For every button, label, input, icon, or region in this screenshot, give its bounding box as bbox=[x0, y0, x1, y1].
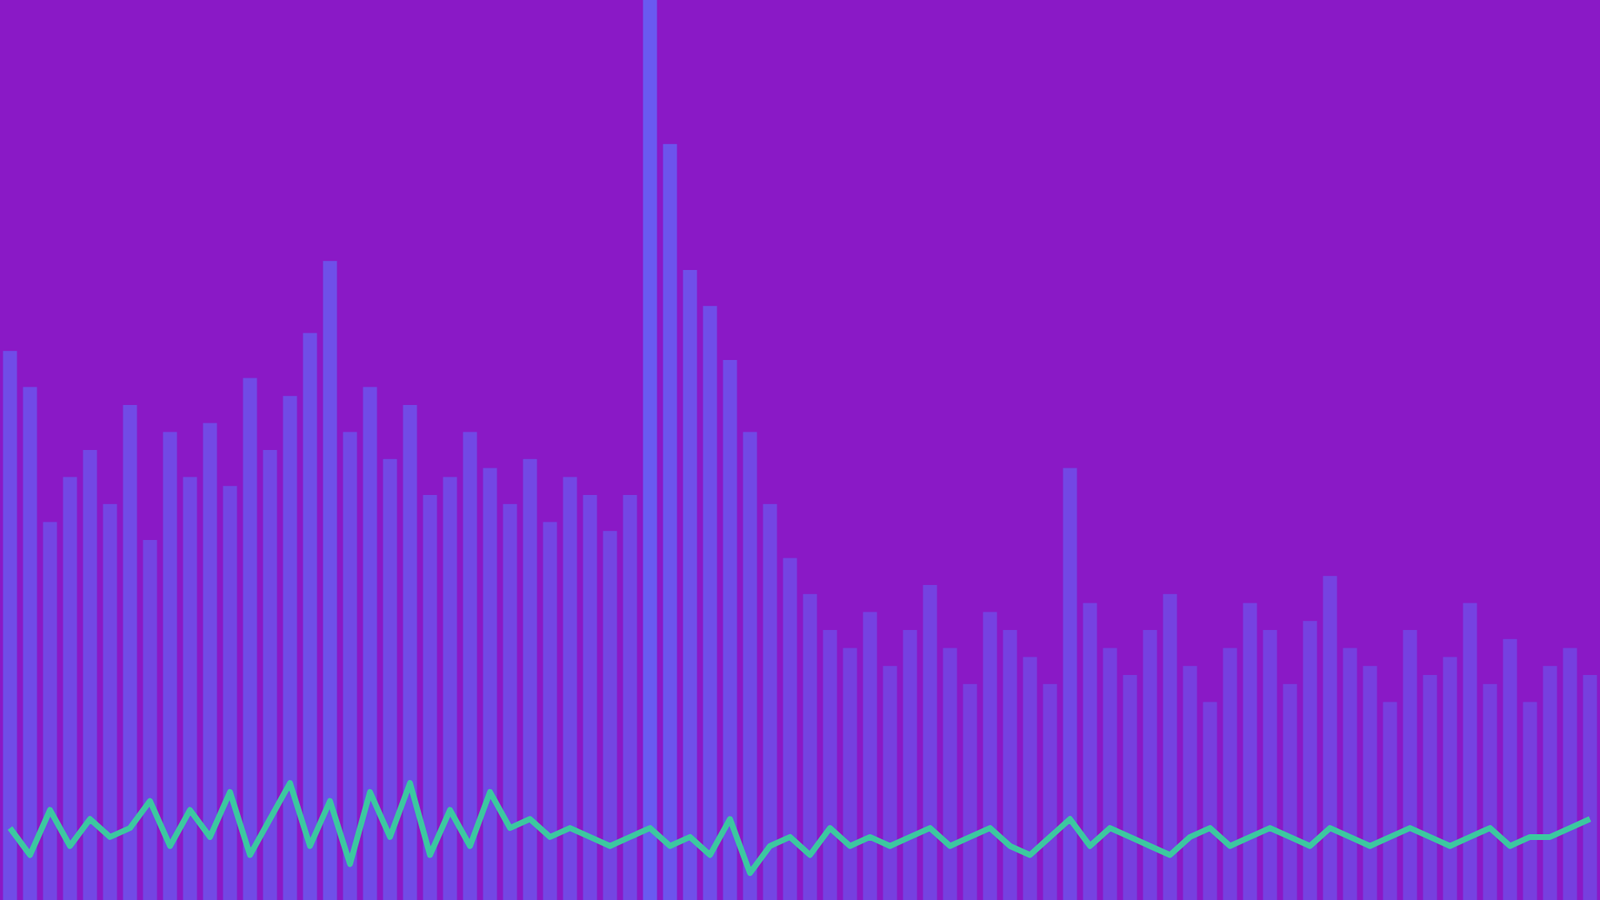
bar bbox=[703, 305, 718, 900]
bar bbox=[1463, 603, 1478, 900]
bar bbox=[1383, 701, 1398, 900]
bar bbox=[1123, 675, 1138, 900]
bar bbox=[503, 504, 518, 900]
bar bbox=[1083, 603, 1098, 900]
bar bbox=[1323, 575, 1338, 900]
bar bbox=[3, 350, 18, 900]
background bbox=[0, 0, 1600, 900]
bar bbox=[903, 630, 918, 900]
bar bbox=[43, 521, 58, 900]
bar bbox=[1563, 648, 1578, 900]
bar bbox=[743, 431, 758, 900]
bar bbox=[1523, 701, 1538, 900]
bar bbox=[403, 405, 418, 900]
bar bbox=[963, 684, 978, 900]
bar bbox=[283, 395, 298, 900]
bar bbox=[443, 476, 458, 900]
bar bbox=[243, 378, 258, 900]
bar bbox=[943, 648, 958, 900]
bar bbox=[1063, 468, 1078, 900]
bar bbox=[1503, 639, 1518, 900]
bar bbox=[1103, 648, 1118, 900]
bar bbox=[923, 585, 938, 900]
bar bbox=[1003, 630, 1018, 900]
bar bbox=[663, 144, 678, 900]
plot-area bbox=[3, 0, 1598, 900]
bar bbox=[1223, 648, 1238, 900]
bar bbox=[1023, 656, 1038, 900]
bar bbox=[843, 648, 858, 900]
bar bbox=[1543, 665, 1558, 900]
bar bbox=[183, 476, 198, 900]
bar bbox=[1363, 665, 1378, 900]
bar bbox=[883, 665, 898, 900]
bar bbox=[1583, 675, 1598, 900]
bar bbox=[343, 431, 358, 900]
bar bbox=[1403, 630, 1418, 900]
bar bbox=[483, 468, 498, 900]
bar bbox=[543, 521, 558, 900]
bar bbox=[303, 333, 318, 900]
bar bbox=[823, 630, 838, 900]
bar bbox=[1143, 630, 1158, 900]
bar bbox=[523, 459, 538, 900]
bar bbox=[1423, 675, 1438, 900]
bar bbox=[1243, 603, 1258, 900]
bar bbox=[1483, 684, 1498, 900]
bar bbox=[783, 558, 798, 900]
bar bbox=[1183, 665, 1198, 900]
bar bbox=[103, 504, 118, 900]
bar bbox=[223, 485, 238, 900]
bar bbox=[683, 270, 698, 900]
bar bbox=[563, 476, 578, 900]
chart bbox=[0, 0, 1600, 900]
bar bbox=[1043, 684, 1058, 900]
bar bbox=[1203, 701, 1218, 900]
bar bbox=[863, 611, 878, 900]
bar bbox=[363, 386, 378, 900]
bar bbox=[983, 611, 998, 900]
bar bbox=[1283, 684, 1298, 900]
bar bbox=[83, 450, 98, 900]
line bbox=[10, 783, 1590, 874]
bar bbox=[1443, 656, 1458, 900]
bar bbox=[1263, 630, 1278, 900]
bar bbox=[1343, 648, 1358, 900]
bar bbox=[143, 540, 158, 900]
bar bbox=[23, 386, 38, 900]
bar bbox=[643, 0, 658, 900]
bar bbox=[1303, 620, 1318, 900]
